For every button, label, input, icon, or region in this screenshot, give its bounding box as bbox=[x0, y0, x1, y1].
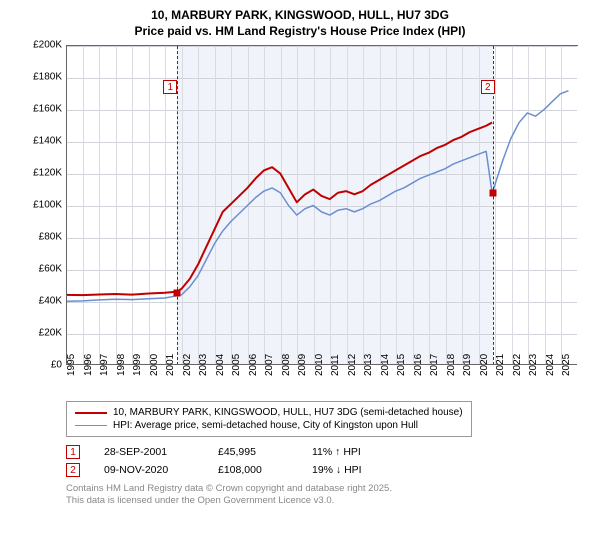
transaction-badge: 1 bbox=[66, 445, 80, 459]
footer-attribution: Contains HM Land Registry data © Crown c… bbox=[66, 483, 586, 507]
title-line-1: 10, MARBURY PARK, KINGSWOOD, HULL, HU7 3… bbox=[14, 8, 586, 24]
chart-title: 10, MARBURY PARK, KINGSWOOD, HULL, HU7 3… bbox=[14, 8, 586, 39]
chart-container: 10, MARBURY PARK, KINGSWOOD, HULL, HU7 3… bbox=[0, 0, 600, 560]
legend-swatch-price-paid bbox=[75, 412, 107, 414]
transaction-date: 28-SEP-2001 bbox=[104, 446, 194, 458]
y-axis-line bbox=[66, 46, 67, 365]
series-price_paid bbox=[66, 123, 492, 296]
y-tick-label: £0 bbox=[18, 360, 62, 371]
y-tick-label: £120K bbox=[18, 168, 62, 179]
transaction-badge: 2 bbox=[66, 463, 80, 477]
legend-label-hpi: HPI: Average price, semi-detached house,… bbox=[113, 420, 418, 431]
legend-item-hpi: HPI: Average price, semi-detached house,… bbox=[75, 419, 463, 432]
transaction-price: £108,000 bbox=[218, 464, 288, 476]
transaction-price: £45,995 bbox=[218, 446, 288, 458]
footer-line-2: This data is licensed under the Open Gov… bbox=[66, 495, 586, 507]
footer-line-1: Contains HM Land Registry data © Crown c… bbox=[66, 483, 586, 495]
event-marker-label: 1 bbox=[163, 80, 177, 94]
chart-lines-svg bbox=[66, 46, 577, 365]
plot-region: 12 1995199619971998199920002001200220032… bbox=[66, 45, 578, 365]
legend-item-price-paid: 10, MARBURY PARK, KINGSWOOD, HULL, HU7 3… bbox=[75, 406, 463, 419]
transaction-row: 2 09-NOV-2020 £108,000 19% ↓ HPI bbox=[66, 461, 586, 479]
transaction-row: 1 28-SEP-2001 £45,995 11% ↑ HPI bbox=[66, 443, 586, 461]
legend-swatch-hpi bbox=[75, 425, 107, 426]
y-tick-label: £100K bbox=[18, 200, 62, 211]
y-tick-label: £160K bbox=[18, 104, 62, 115]
title-line-2: Price paid vs. HM Land Registry's House … bbox=[14, 24, 586, 40]
legend: 10, MARBURY PARK, KINGSWOOD, HULL, HU7 3… bbox=[66, 401, 472, 437]
y-tick-label: £180K bbox=[18, 72, 62, 83]
y-tick-label: £200K bbox=[18, 40, 62, 51]
y-tick-label: £60K bbox=[18, 264, 62, 275]
transaction-date: 09-NOV-2020 bbox=[104, 464, 194, 476]
transactions-table: 1 28-SEP-2001 £45,995 11% ↑ HPI 2 09-NOV… bbox=[66, 443, 586, 479]
event-marker-label: 2 bbox=[481, 80, 495, 94]
transaction-hpi-delta: 19% ↓ HPI bbox=[312, 464, 392, 476]
event-marker-square bbox=[490, 190, 497, 197]
y-tick-label: £80K bbox=[18, 232, 62, 243]
transaction-hpi-delta: 11% ↑ HPI bbox=[312, 446, 392, 458]
y-tick-label: £140K bbox=[18, 136, 62, 147]
legend-label-price-paid: 10, MARBURY PARK, KINGSWOOD, HULL, HU7 3… bbox=[113, 407, 463, 418]
y-tick-label: £20K bbox=[18, 328, 62, 339]
event-marker-square bbox=[174, 289, 181, 296]
y-tick-label: £40K bbox=[18, 296, 62, 307]
chart-area: £0 £20K £40K £60K £80K £100K £120K £140K £160K £1… bbox=[18, 45, 578, 395]
